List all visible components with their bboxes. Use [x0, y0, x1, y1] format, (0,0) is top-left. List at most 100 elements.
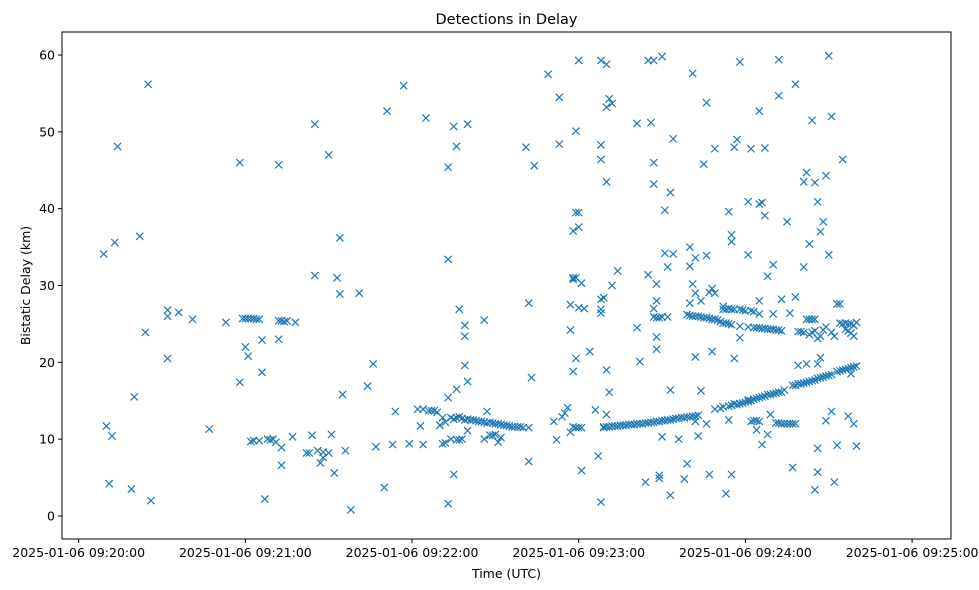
data-point: [438, 413, 447, 422]
data-point: [516, 422, 525, 431]
data-point: [755, 107, 764, 116]
data-point: [141, 328, 150, 337]
data-point: [371, 442, 380, 451]
data-point: [438, 439, 447, 448]
data-point: [346, 505, 355, 514]
data-point: [649, 304, 658, 313]
data-point: [852, 318, 861, 327]
data-point: [494, 438, 503, 447]
data-point: [702, 419, 711, 428]
data-point: [810, 485, 819, 494]
data-point: [649, 158, 658, 167]
data-point: [135, 232, 144, 241]
data-point: [113, 142, 122, 151]
y-axis-ticks: 0 10 20 30 40 50 60: [39, 48, 62, 523]
data-point: [696, 386, 705, 395]
data-point: [574, 423, 583, 432]
data-point: [794, 361, 803, 370]
data-point: [744, 197, 753, 206]
data-point: [571, 127, 580, 136]
y-tick-label: 60: [39, 48, 55, 63]
data-point: [441, 438, 450, 448]
data-point: [527, 373, 536, 382]
data-point: [316, 458, 325, 467]
data-point: [777, 326, 786, 335]
data-point: [819, 217, 828, 226]
data-point: [769, 309, 778, 318]
data-point: [796, 327, 806, 336]
data-point: [805, 239, 814, 249]
data-point: [338, 390, 347, 399]
data-point: [813, 444, 822, 453]
y-tick-label: 20: [39, 355, 55, 370]
data-point: [827, 112, 836, 121]
data-point: [441, 418, 450, 427]
data-point: [810, 315, 819, 324]
data-point: [785, 309, 794, 318]
data-point: [596, 309, 605, 318]
data-point: [738, 306, 747, 315]
data-point: [574, 208, 583, 217]
data-point: [221, 318, 230, 327]
data-point: [591, 405, 600, 414]
data-point: [727, 305, 736, 314]
data-point: [444, 393, 453, 402]
data-point: [335, 289, 344, 298]
data-point: [705, 470, 714, 479]
data-point: [816, 227, 825, 236]
x-axis-ticks: 2025-01-06 09:20:00 2025-01-06 09:21:00 20…: [12, 539, 979, 560]
data-point: [710, 144, 719, 153]
data-point: [702, 98, 711, 107]
data-point: [255, 436, 264, 445]
data-point: [702, 251, 711, 260]
data-point: [755, 309, 764, 318]
data-point: [205, 425, 214, 434]
data-point: [791, 80, 800, 89]
data-point: [188, 315, 197, 324]
data-point: [830, 478, 839, 487]
data-point: [816, 332, 825, 341]
data-point: [380, 483, 389, 492]
data-point: [774, 55, 783, 64]
data-point: [669, 249, 678, 259]
data-point: [163, 354, 172, 363]
data-point: [758, 198, 767, 207]
data-point: [566, 300, 575, 309]
data-point: [480, 316, 489, 325]
data-point: [383, 107, 392, 116]
data-point: [774, 388, 783, 397]
data-point: [802, 359, 811, 368]
data-point: [655, 313, 664, 322]
data-point: [688, 279, 697, 288]
data-point: [777, 295, 786, 304]
data-point: [730, 143, 739, 152]
data-point: [452, 385, 461, 394]
data-point: [605, 94, 614, 103]
data-point: [691, 352, 700, 361]
x-tick-label: 2025-01-06 09:25:00: [846, 545, 979, 560]
data-point: [566, 428, 575, 437]
data-point: [824, 51, 833, 60]
data-point: [280, 317, 289, 326]
data-point: [733, 135, 742, 144]
data-point: [163, 306, 172, 315]
data-point: [110, 238, 119, 247]
data-point: [521, 143, 530, 152]
data-point: [310, 271, 319, 280]
data-point: [569, 367, 578, 376]
data-point: [727, 230, 736, 239]
data-point: [724, 207, 733, 216]
data-point: [788, 419, 797, 428]
data-point: [685, 299, 694, 308]
data-point: [524, 299, 533, 308]
data-point: [774, 91, 783, 100]
data-point: [783, 217, 792, 226]
y-tick-label: 30: [39, 278, 55, 293]
data-point: [724, 319, 733, 328]
data-point: [708, 347, 717, 356]
x-axis-label: Time (UTC): [471, 566, 541, 581]
data-point: [549, 417, 558, 426]
data-point: [666, 491, 675, 500]
data-point: [130, 392, 139, 401]
